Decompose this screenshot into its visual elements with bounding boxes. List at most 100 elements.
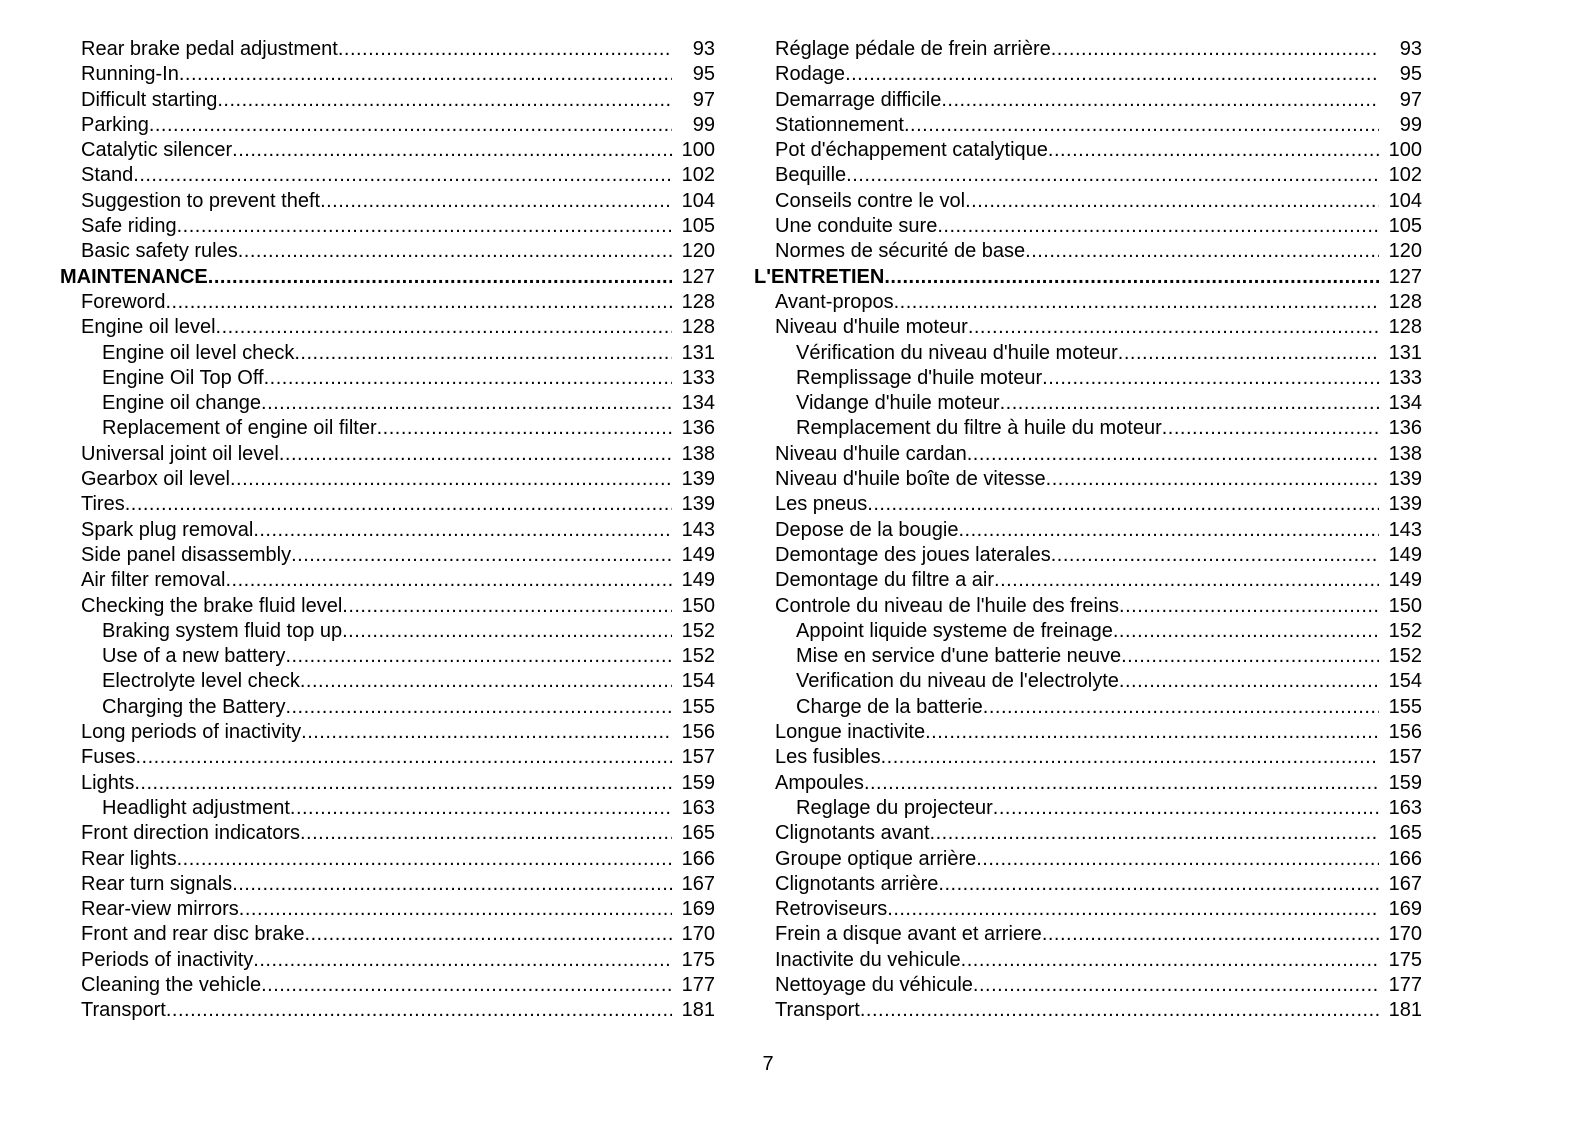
dot-leader xyxy=(216,315,672,340)
toc-entry[interactable]: Niveau d'huile cardan 138 xyxy=(754,442,1422,467)
dot-leader xyxy=(177,847,672,872)
dot-leader xyxy=(1048,138,1379,163)
dot-leader xyxy=(1121,644,1379,669)
toc-entry[interactable]: Les fusibles 157 xyxy=(754,745,1422,770)
toc-entry[interactable]: Lights 159 xyxy=(60,771,715,796)
toc-entry[interactable]: Conseils contre le vol 104 xyxy=(754,189,1422,214)
toc-entry[interactable]: Charge de la batterie 155 xyxy=(754,695,1422,720)
toc-entry-page: 139 xyxy=(681,493,715,516)
toc-entry[interactable]: Pot d'échappement catalytique 100 xyxy=(754,138,1422,163)
dot-leader xyxy=(1051,37,1379,62)
toc-entry[interactable]: Suggestion to prevent theft 104 xyxy=(60,189,715,214)
toc-entry[interactable]: Vérification du niveau d'huile moteur 131 xyxy=(754,341,1422,366)
toc-entry[interactable]: Engine Oil Top Off 133 xyxy=(60,366,715,391)
toc-entry[interactable]: Basic safety rules 120 xyxy=(60,239,715,264)
toc-entry[interactable]: Side panel disassembly 149 xyxy=(60,543,715,568)
toc-entry[interactable]: Longue inactivite 156 xyxy=(754,720,1422,745)
toc-entry[interactable]: Foreword 128 xyxy=(60,290,715,315)
toc-entry[interactable]: Vidange d'huile moteur 134 xyxy=(754,391,1422,416)
toc-entry[interactable]: Braking system fluid top up 152 xyxy=(60,619,715,644)
toc-entry[interactable]: Réglage pédale de frein arrière 93 xyxy=(754,37,1422,62)
toc-entry-title: Demontage du filtre a air xyxy=(775,569,995,592)
toc-entry[interactable]: Rear-view mirrors 169 xyxy=(60,897,715,922)
toc-entry[interactable]: Checking the brake fluid level 150 xyxy=(60,594,715,619)
dot-leader xyxy=(983,695,1379,720)
toc-entry[interactable]: Electrolyte level check 154 xyxy=(60,669,715,694)
toc-entry[interactable]: Controle du niveau de l'huile des freins… xyxy=(754,594,1422,619)
toc-entry-title: Pot d'échappement catalytique xyxy=(775,139,1048,162)
toc-entry[interactable]: Running-In 95 xyxy=(60,62,715,87)
toc-entry[interactable]: Mise en service d'une batterie neuve 152 xyxy=(754,644,1422,669)
toc-entry[interactable]: Gearbox oil level 139 xyxy=(60,467,715,492)
toc-entry[interactable]: Retroviseurs 169 xyxy=(754,897,1422,922)
toc-entry[interactable]: Rear brake pedal adjustment 93 xyxy=(60,37,715,62)
toc-entry[interactable]: Front direction indicators 165 xyxy=(60,821,715,846)
toc-entry-page: 134 xyxy=(681,392,715,415)
toc-entry[interactable]: Tires 139 xyxy=(60,492,715,517)
toc-entry[interactable]: Charging the Battery 155 xyxy=(60,695,715,720)
toc-entry-page: 100 xyxy=(1388,139,1422,162)
dot-leader xyxy=(165,290,672,315)
toc-entry[interactable]: Engine oil level 128 xyxy=(60,315,715,340)
toc-entry[interactable]: Air filter removal 149 xyxy=(60,568,715,593)
toc-entry[interactable]: Transport 181 xyxy=(60,998,715,1023)
toc-entry-title: Remplissage d'huile moteur xyxy=(796,366,1043,389)
toc-entry-page: 128 xyxy=(1388,316,1422,339)
toc-entry[interactable]: Niveau d'huile boîte de vitesse 139 xyxy=(754,467,1422,492)
toc-entry[interactable]: Rodage 95 xyxy=(754,62,1422,87)
toc-entry[interactable]: Inactivite du vehicule 175 xyxy=(754,948,1422,973)
toc-entry[interactable]: Engine oil change 134 xyxy=(60,391,715,416)
dot-leader xyxy=(976,847,1379,872)
dot-leader xyxy=(166,998,672,1023)
toc-entry[interactable]: Bequille 102 xyxy=(754,163,1422,188)
toc-entry[interactable]: Avant-propos 128 xyxy=(754,290,1422,315)
toc-entry[interactable]: Depose de la bougie 143 xyxy=(754,518,1422,543)
toc-entry[interactable]: Ampoules 159 xyxy=(754,771,1422,796)
toc-entry[interactable]: Spark plug removal 143 xyxy=(60,518,715,543)
toc-entry[interactable]: Normes de sécurité de base 120 xyxy=(754,239,1422,264)
toc-section-heading[interactable]: MAINTENANCE 127 xyxy=(60,265,715,290)
toc-entry[interactable]: Stationnement 99 xyxy=(754,113,1422,138)
toc-entry-title: Rodage xyxy=(775,63,846,86)
toc-entry[interactable]: Clignotants arrière 167 xyxy=(754,872,1422,897)
toc-entry[interactable]: Difficult starting 97 xyxy=(60,88,715,113)
toc-entry[interactable]: Niveau d'huile moteur 128 xyxy=(754,315,1422,340)
toc-entry[interactable]: Engine oil level check 131 xyxy=(60,341,715,366)
toc-entry[interactable]: Fuses 157 xyxy=(60,745,715,770)
toc-entry[interactable]: Clignotants avant 165 xyxy=(754,821,1422,846)
toc-entry[interactable]: Nettoyage du véhicule 177 xyxy=(754,973,1422,998)
toc-entry[interactable]: Verification du niveau de l'electrolyte 1… xyxy=(754,669,1422,694)
toc-entry[interactable]: Groupe optique arrière 166 xyxy=(754,847,1422,872)
toc-entry[interactable]: Headlight adjustment 163 xyxy=(60,796,715,821)
toc-entry[interactable]: Rear lights 166 xyxy=(60,847,715,872)
toc-entry[interactable]: Appoint liquide systeme de freinage 152 xyxy=(754,619,1422,644)
toc-entry[interactable]: Rear turn signals 167 xyxy=(60,872,715,897)
toc-entry[interactable]: Stand 102 xyxy=(60,163,715,188)
toc-entry[interactable]: Front and rear disc brake 170 xyxy=(60,922,715,947)
toc-entry[interactable]: Parking 99 xyxy=(60,113,715,138)
toc-entry[interactable]: Remplissage d'huile moteur 133 xyxy=(754,366,1422,391)
toc-entry[interactable]: Long periods of inactivity 156 xyxy=(60,720,715,745)
toc-entry[interactable]: Use of a new battery 152 xyxy=(60,644,715,669)
toc-entry[interactable]: Reglage du projecteur 163 xyxy=(754,796,1422,821)
toc-entry[interactable]: Cleaning the vehicle 177 xyxy=(60,973,715,998)
toc-entry[interactable]: Replacement of engine oil filter 136 xyxy=(60,416,715,441)
toc-entry-title: Normes de sécurité de base xyxy=(775,240,1026,263)
toc-entry[interactable]: Remplacement du filtre à huile du moteur… xyxy=(754,416,1422,441)
toc-entry[interactable]: Transport 181 xyxy=(754,998,1422,1023)
toc-entry-title: Periods of inactivity xyxy=(81,948,254,971)
toc-entry[interactable]: Periods of inactivity 175 xyxy=(60,948,715,973)
toc-entry-page: 155 xyxy=(1388,695,1422,718)
toc-entry[interactable]: Demarrage difficile 97 xyxy=(754,88,1422,113)
dot-leader xyxy=(225,568,672,593)
toc-entry[interactable]: Une conduite sure 105 xyxy=(754,214,1422,239)
toc-entry[interactable]: Demontage du filtre a air 149 xyxy=(754,568,1422,593)
toc-entry[interactable]: Catalytic silencer 100 xyxy=(60,138,715,163)
toc-entry[interactable]: Safe riding 105 xyxy=(60,214,715,239)
toc-entry[interactable]: Universal joint oil level 138 xyxy=(60,442,715,467)
toc-entry[interactable]: Les pneus 139 xyxy=(754,492,1422,517)
dot-leader xyxy=(1113,619,1379,644)
toc-section-heading[interactable]: L'ENTRETIEN 127 xyxy=(754,265,1422,290)
toc-entry[interactable]: Demontage des joues laterales 149 xyxy=(754,543,1422,568)
toc-entry[interactable]: Frein a disque avant et arriere 170 xyxy=(754,922,1422,947)
